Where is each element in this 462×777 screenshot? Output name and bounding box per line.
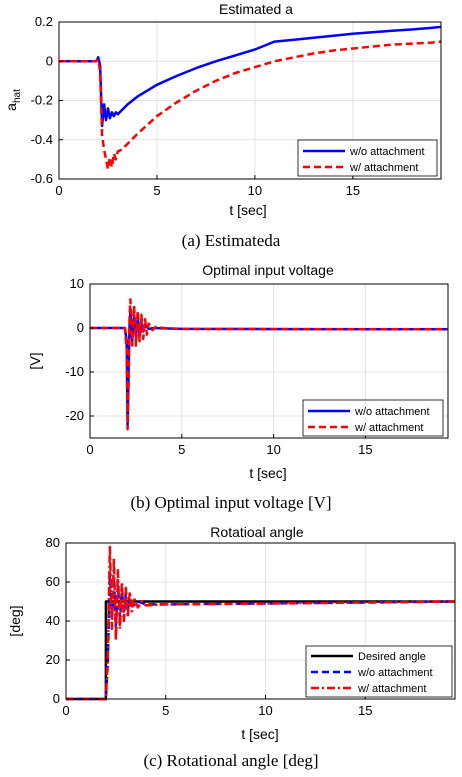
chart-b-series-1-line (90, 298, 448, 431)
chart-a-title: Estimated a (219, 1, 293, 17)
chart-c-ytick-label-3: 60 (46, 574, 60, 589)
chart-b-title: Optimal input voltage (202, 262, 334, 278)
chart-c-xtick-label-2: 10 (258, 703, 272, 718)
chart-a-xtick-label-0: 0 (55, 183, 62, 198)
chart-a-legend: w/o attachment w/ attachment (297, 139, 438, 177)
chart-a-legend-label-1: w/ attachment (349, 162, 418, 174)
chart-a-series (59, 25, 442, 171)
chart-c-xtick-label-1: 5 (162, 703, 169, 718)
chart-c-legend-label-0: Desired angle (358, 651, 426, 663)
chart-c-ytick-label-2: 40 (46, 613, 60, 628)
chart-b-xtick-label-1: 5 (178, 442, 185, 457)
chart-b-series (90, 298, 448, 431)
chart-a-caption: (a) Estimateda (182, 231, 281, 250)
chart-b-xtick-label-0: 0 (86, 442, 93, 457)
chart-a-ytick-label-4: 0.2 (35, 14, 53, 29)
chart-a-ytick-label-3: 0 (46, 53, 53, 68)
chart-c-title: Rotatioal angle (210, 524, 304, 540)
chart-b-legend: w/o attachment w/ attachment (302, 399, 444, 437)
chart-c-legend-label-1: w/o attachment (357, 667, 433, 679)
chart-a-xtick-label-1: 5 (153, 183, 160, 198)
chart-b-legend-label-0: w/o attachment (354, 406, 430, 418)
chart-b-ticks: 0 5 10 15 -20 -10 0 10 (65, 276, 372, 457)
chart-a-xtick-label-3: 15 (346, 183, 360, 198)
chart-c-xlabel: t [sec] (241, 726, 278, 742)
chart-estimated-a: Estimated a 0 5 10 15 -0.6 -0.4 -0.2 0 0.2 t [se… (3, 1, 442, 250)
svg-text:ahat: ahat (3, 89, 23, 111)
chart-a-ylabel: ahat (3, 89, 23, 111)
chart-b-ytick-label-0: -20 (65, 408, 84, 423)
chart-a-ytick-label-2: -0.2 (31, 93, 53, 108)
chart-c-xtick-label-3: 15 (358, 703, 372, 718)
chart-b-xlabel: t [sec] (249, 465, 286, 481)
chart-b-ytick-label-3: 10 (70, 276, 84, 291)
chart-a-ylabel-main: a (3, 103, 19, 111)
chart-a-series-1-line (59, 40, 442, 171)
chart-a-xlabel: t [sec] (229, 202, 266, 218)
chart-c-legend-label-2: w/ attachment (357, 683, 426, 695)
chart-a-ytick-label-0: -0.6 (31, 171, 53, 186)
chart-a-xtick-label-2: 10 (248, 183, 262, 198)
chart-a-ticks: 0 5 10 15 -0.6 -0.4 -0.2 0 0.2 (31, 14, 360, 198)
chart-c-series-1-line (66, 571, 456, 701)
chart-b-plot-frame (89, 283, 449, 439)
chart-b-legend-label-1: w/ attachment (354, 422, 423, 434)
chart-b-xtick-label-3: 15 (358, 442, 372, 457)
chart-a-legend-box (297, 139, 438, 177)
chart-c-xtick-label-0: 0 (62, 703, 69, 718)
chart-c-ylabel: [deg] (7, 605, 23, 636)
chart-b-caption: (b) Optimal input voltage [V] (130, 493, 331, 512)
chart-a-ylabel-sub: hat (12, 89, 23, 103)
chart-b-xtick-label-2: 10 (266, 442, 280, 457)
chart-c-ytick-label-0: 0 (53, 691, 60, 706)
chart-c-ytick-label-1: 20 (46, 652, 60, 667)
chart-b-legend-box (302, 399, 444, 437)
chart-c-series-2-line (66, 545, 456, 701)
chart-b-ylabel: [V] (27, 352, 43, 369)
chart-optimal-input-voltage: Optimal input voltage 0 5 10 15 -20 -10 0 10 t … (27, 262, 449, 512)
chart-c-ytick-label-4: 80 (46, 535, 60, 550)
chart-a-ytick-label-1: -0.4 (31, 132, 53, 147)
chart-c-legend: Desired angle w/o attachment w/ attachme… (305, 645, 453, 698)
chart-c-ticks: 0 5 10 15 0 20 40 60 80 (46, 535, 373, 718)
chart-a-series-0-line (59, 25, 442, 128)
chart-c-caption: (c) Rotational angle [deg] (143, 751, 318, 770)
chart-b-ytick-label-1: -10 (65, 364, 84, 379)
chart-a-legend-label-0: w/o attachment (349, 146, 425, 158)
chart-b-ytick-label-2: 0 (77, 320, 84, 335)
